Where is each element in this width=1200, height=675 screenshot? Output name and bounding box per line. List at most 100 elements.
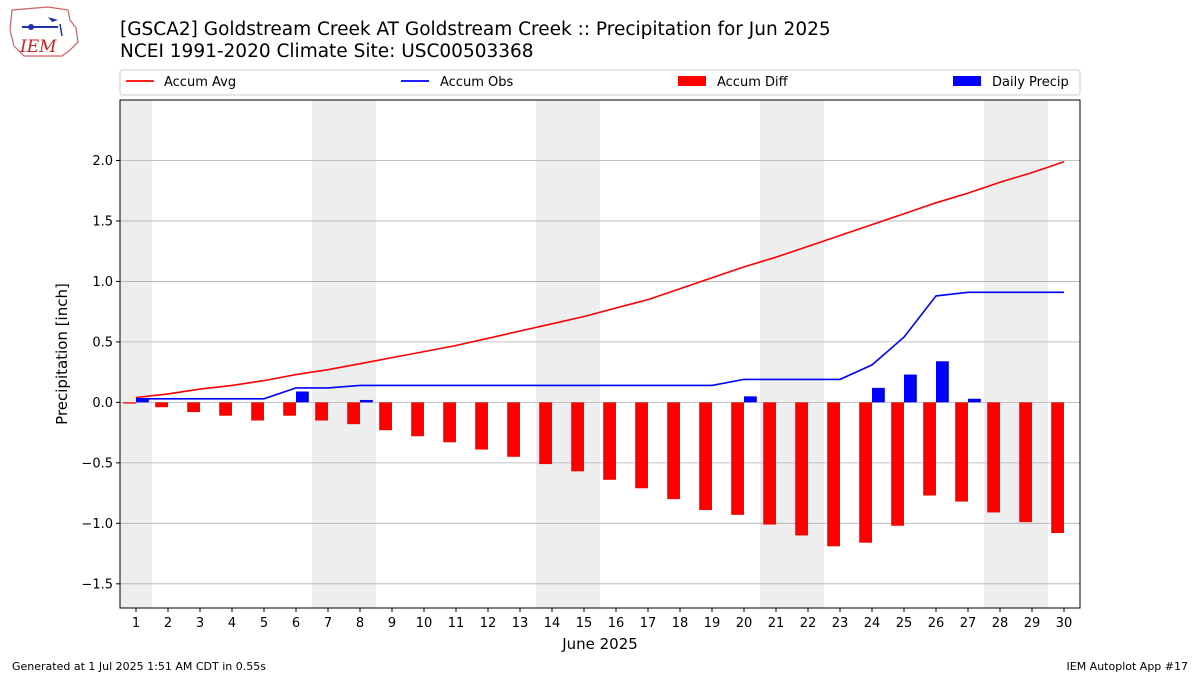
x-tick-label: 19 [704, 616, 721, 631]
x-tick-label: 18 [672, 616, 689, 631]
x-tick-label: 7 [324, 616, 332, 631]
y-tick-label: 1.0 [92, 275, 113, 290]
x-tick-label: 25 [896, 616, 913, 631]
x-tick-label: 13 [512, 616, 529, 631]
accum-diff-bar-16 [603, 402, 616, 480]
x-tick-label: 29 [1024, 616, 1041, 631]
x-axis-ticks: 1 2 3 4 5 6 7 8 9 10 11 12 13 14 15 16 17 18 19 20 21 22 23 24 2… [132, 608, 1072, 631]
accum-diff-bar-23 [827, 402, 840, 547]
accum-diff-bar-18 [667, 402, 680, 500]
accum-diff-bar-3 [187, 402, 200, 413]
weekend-bands [120, 100, 1048, 608]
x-tick-label: 17 [640, 616, 657, 631]
y-axis-label: Precipitation [inch] [53, 283, 71, 425]
accum-diff-bar-17 [635, 402, 648, 489]
weekend-band-1 [120, 100, 152, 608]
x-tick-label: 6 [292, 616, 300, 631]
iem-logo: IEM [9, 6, 79, 57]
footer-app: IEM Autoplot App #17 [1067, 660, 1189, 673]
daily-precip-bar-6 [296, 391, 309, 403]
y-tick-label: 1.5 [92, 214, 113, 229]
daily-precip-bar-20 [744, 396, 757, 403]
accum-diff-bar-30 [1051, 402, 1064, 534]
x-tick-label: 2 [164, 616, 172, 631]
x-tick-label: 9 [388, 616, 396, 631]
x-tick-label: 4 [228, 616, 236, 631]
footer-generated: Generated at 1 Jul 2025 1:51 AM CDT in 0… [12, 660, 266, 673]
x-tick-label: 8 [356, 616, 364, 631]
x-tick-label: 22 [800, 616, 817, 631]
legend-entry-accum-obs: Accum Obs [401, 75, 513, 90]
chart-title: [GSCA2] Goldstream Creek AT Goldstream C… [120, 19, 831, 40]
x-tick-label: 23 [832, 616, 849, 631]
accum-diff-bar-26 [923, 402, 936, 496]
accum-diff-bar-5 [251, 402, 264, 421]
weekend-band-21 [760, 100, 792, 608]
accum-diff-bar-9 [379, 402, 392, 431]
accum-diff-bar-2 [155, 402, 168, 408]
daily-precip-bar-26 [936, 361, 949, 403]
x-tick-label: 26 [928, 616, 945, 631]
legend-swatch-accum-diff [678, 76, 706, 86]
legend-label-accum-obs: Accum Obs [440, 75, 513, 90]
daily-precip-bar-24 [872, 387, 885, 403]
weekend-band-8 [344, 100, 376, 608]
accum-obs-line [136, 291, 1064, 400]
legend-swatch-daily-precip [953, 76, 981, 86]
x-tick-label: 3 [196, 616, 204, 631]
x-tick-label: 21 [768, 616, 785, 631]
weekend-band-14 [536, 100, 568, 608]
legend-entry-daily-precip: Daily Precip [953, 75, 1069, 90]
y-tick-label: 0.0 [92, 396, 113, 411]
x-tick-label: 5 [260, 616, 268, 631]
accum-diff-bar-11 [443, 402, 456, 443]
y-axis-ticks: −1.5 −1.0 −0.5 0.0 0.5 1.0 1.5 2.0 [81, 154, 120, 592]
accum-diff-bar-14 [539, 402, 552, 465]
legend: Accum Avg Accum Obs Accum Diff Daily Pre… [119, 69, 1081, 96]
legend-entry-accum-avg: Accum Avg [126, 75, 236, 90]
accum-diff-bar-20 [731, 402, 744, 515]
accum-avg-line [135, 160, 1065, 399]
legend-label-accum-avg: Accum Avg [164, 75, 236, 90]
chart-subtitle: NCEI 1991-2020 Climate Site: USC00503368 [120, 41, 534, 62]
accum-diff-bar-8 [347, 402, 360, 425]
accum-diff-bar-12 [475, 402, 488, 450]
y-tick-label: −0.5 [81, 456, 113, 471]
x-tick-label: 24 [864, 616, 881, 631]
legend-label-accum-diff: Accum Diff [717, 75, 789, 90]
x-tick-label: 1 [132, 616, 140, 631]
accum-diff-bar-19 [699, 402, 712, 511]
weekend-band-7 [312, 100, 344, 608]
gridlines [120, 160, 1080, 585]
logo-text: IEM [19, 37, 57, 57]
legend-label-daily-precip: Daily Precip [992, 75, 1069, 90]
bar-series [123, 361, 1064, 547]
accum-diff-bar-25 [891, 402, 904, 526]
daily-precip-bar-1 [136, 398, 149, 403]
x-tick-label: 11 [448, 616, 465, 631]
x-tick-label: 27 [960, 616, 977, 631]
y-tick-label: −1.0 [81, 517, 113, 532]
daily-precip-bar-8 [360, 399, 373, 403]
legend-entry-accum-diff: Accum Diff [678, 75, 789, 90]
line-series [135, 160, 1065, 400]
accum-diff-bar-1 [123, 402, 136, 404]
accum-diff-bar-28 [987, 402, 1000, 513]
weekend-band-15 [568, 100, 600, 608]
plot-frame [119, 99, 1081, 609]
x-tick-label: 14 [544, 616, 561, 631]
legend-frame [119, 69, 1081, 96]
x-tick-label: 20 [736, 616, 753, 631]
x-tick-label: 12 [480, 616, 497, 631]
accum-diff-bar-4 [219, 402, 232, 416]
accum-diff-bar-27 [955, 402, 968, 502]
x-axis-label: June 2025 [561, 635, 638, 653]
y-tick-label: 2.0 [92, 154, 113, 169]
x-tick-label: 16 [608, 616, 625, 631]
accum-diff-bar-15 [571, 402, 584, 472]
accum-diff-bar-24 [859, 402, 872, 543]
accum-diff-bar-6 [283, 402, 296, 416]
x-tick-label: 15 [576, 616, 593, 631]
x-tick-label: 28 [992, 616, 1009, 631]
